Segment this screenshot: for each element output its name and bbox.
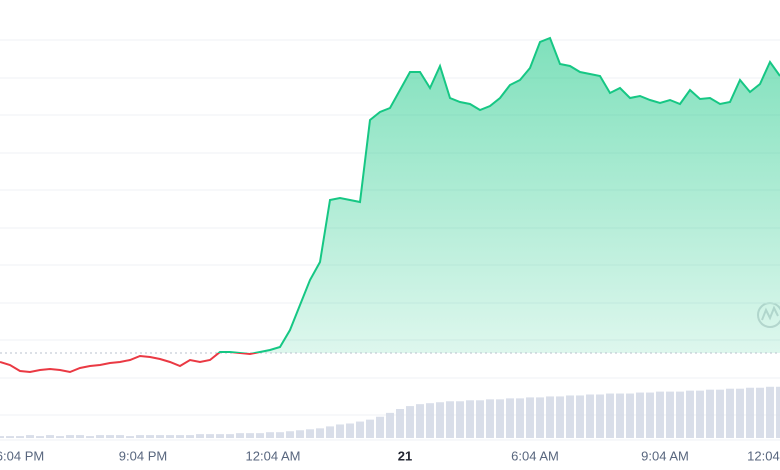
volume-bar	[106, 435, 114, 438]
volume-bar	[196, 434, 204, 438]
volume-bar	[646, 392, 654, 438]
x-tick-label: 9:04 AM	[641, 448, 689, 463]
volume-bar	[246, 433, 254, 438]
volume-bar	[626, 393, 634, 438]
volume-bar	[376, 416, 384, 438]
volume-bar	[346, 423, 354, 438]
volume-bar	[156, 435, 164, 438]
volume-bar	[166, 435, 174, 438]
volume-bar	[676, 391, 684, 438]
volume-bar	[516, 398, 524, 438]
volume-bar	[636, 392, 644, 438]
x-tick-label: 21	[398, 448, 412, 463]
volume-bar	[426, 403, 434, 438]
volume-bar	[556, 396, 564, 438]
volume-bar	[356, 421, 364, 438]
volume-bar	[706, 389, 714, 438]
volume-bar	[226, 434, 234, 438]
volume-bar	[306, 429, 314, 438]
volume-bar	[766, 386, 774, 438]
volume-bar	[656, 391, 664, 438]
volume-bar	[56, 436, 64, 438]
volume-bar	[76, 435, 84, 438]
volume-bar	[666, 391, 674, 438]
volume-bar	[746, 387, 754, 438]
volume-bar	[466, 400, 474, 438]
volume-bar	[26, 435, 34, 438]
volume-bar	[526, 397, 534, 438]
price-area	[218, 38, 780, 353]
volume-bar	[266, 432, 274, 438]
x-tick-label: 6:04 AM	[511, 448, 559, 463]
x-tick-label: 6:04 PM	[0, 448, 44, 463]
volume-bar	[576, 395, 584, 438]
volume-bar	[686, 390, 694, 438]
volume-bar	[366, 419, 374, 438]
volume-bar	[146, 435, 154, 438]
volume-bar	[206, 434, 214, 438]
volume-bar	[486, 399, 494, 438]
volume-bar	[336, 424, 344, 438]
volume-bar	[736, 388, 744, 438]
volume-bar	[696, 390, 704, 438]
volume-bar	[606, 393, 614, 438]
volume-bar	[756, 387, 764, 438]
volume-bar	[16, 436, 24, 438]
volume-bar	[176, 435, 184, 438]
volume-bar	[726, 388, 734, 438]
volume-bar	[296, 430, 304, 438]
volume-bar	[456, 401, 464, 438]
volume-bar	[476, 400, 484, 438]
volume-bar	[36, 436, 44, 438]
volume-bar	[236, 433, 244, 438]
volume-bar	[446, 401, 454, 438]
volume-bar	[256, 433, 264, 438]
volume-bar	[316, 428, 324, 438]
volume-bar	[216, 434, 224, 438]
volume-bar	[116, 435, 124, 438]
volume-bar	[436, 402, 444, 438]
volume-bar	[96, 435, 104, 438]
x-tick-label: 12:04 AM	[246, 448, 301, 463]
volume-bar	[326, 426, 334, 438]
volume-bar	[136, 435, 144, 438]
volume-bar	[406, 406, 414, 438]
volume-bar	[126, 436, 134, 438]
volume-bar	[386, 412, 394, 438]
price-line-down	[0, 353, 261, 374]
volume-bar	[506, 398, 514, 438]
volume-bar	[566, 395, 574, 438]
volume-bar	[6, 436, 14, 438]
volume-bar	[536, 397, 544, 438]
volume-bar	[66, 435, 74, 438]
volume-bar	[716, 389, 724, 438]
volume-bar	[286, 431, 294, 438]
volume-bar	[276, 432, 284, 438]
volume-bar	[46, 435, 54, 438]
volume-bar	[86, 436, 94, 438]
volume-bar	[596, 394, 604, 438]
volume-bar	[586, 394, 594, 438]
volume-bar	[616, 393, 624, 438]
volume-bar	[546, 396, 554, 438]
volume-bar	[396, 409, 404, 438]
volume-bar	[496, 399, 504, 438]
volume-bar	[0, 436, 4, 438]
volume-bar	[776, 386, 780, 438]
price-line-up	[217, 36, 780, 353]
x-tick-label: 9:04 PM	[119, 448, 167, 463]
volume-bar	[416, 404, 424, 438]
volume-bar	[186, 435, 194, 438]
x-tick-label: 12:04 PM	[747, 448, 780, 463]
